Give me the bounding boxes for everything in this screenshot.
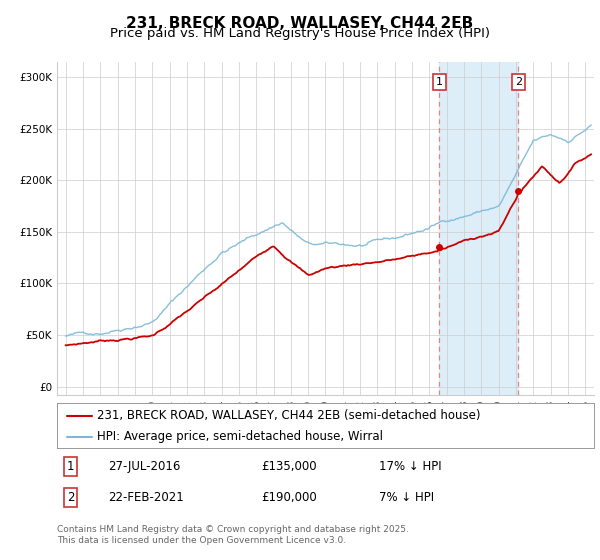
Text: 27-JUL-2016: 27-JUL-2016 xyxy=(108,460,181,473)
Text: 17% ↓ HPI: 17% ↓ HPI xyxy=(379,460,442,473)
Text: 2: 2 xyxy=(515,77,522,87)
Text: 1: 1 xyxy=(436,77,443,87)
Text: 7% ↓ HPI: 7% ↓ HPI xyxy=(379,491,434,504)
Text: 231, BRECK ROAD, WALLASEY, CH44 2EB: 231, BRECK ROAD, WALLASEY, CH44 2EB xyxy=(127,16,473,31)
Text: 22-FEB-2021: 22-FEB-2021 xyxy=(108,491,184,504)
Text: 2: 2 xyxy=(67,491,74,504)
Text: 231, BRECK ROAD, WALLASEY, CH44 2EB (semi-detached house): 231, BRECK ROAD, WALLASEY, CH44 2EB (sem… xyxy=(97,409,481,422)
Text: HPI: Average price, semi-detached house, Wirral: HPI: Average price, semi-detached house,… xyxy=(97,430,383,444)
Text: £190,000: £190,000 xyxy=(261,491,317,504)
Text: Price paid vs. HM Land Registry's House Price Index (HPI): Price paid vs. HM Land Registry's House … xyxy=(110,27,490,40)
Bar xyxy=(439,62,518,395)
Text: Contains HM Land Registry data © Crown copyright and database right 2025.
This d: Contains HM Land Registry data © Crown c… xyxy=(57,525,409,545)
Text: 1: 1 xyxy=(67,460,74,473)
Text: £135,000: £135,000 xyxy=(261,460,317,473)
